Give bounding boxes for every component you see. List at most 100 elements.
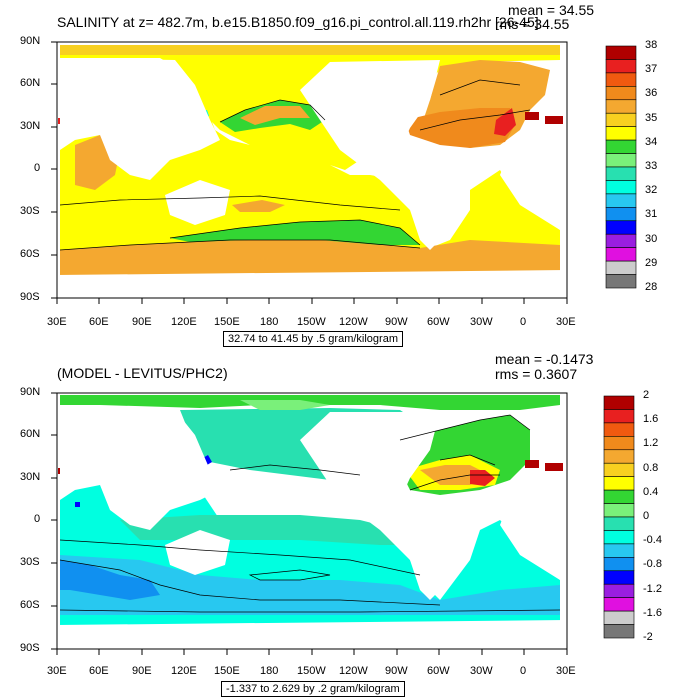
colorbar-swatch [603,543,635,558]
bottom-land-australia [165,530,230,575]
colorbar-label: 28 [645,281,658,293]
colorbar-label: 30 [645,232,658,245]
top-spac-orange [232,200,285,212]
top-lon-label-11: 0 [520,316,527,328]
top-panel-title: SALINITY at z= 482.7m, b.e15.B1850.f09_g… [57,14,539,30]
colorbar-swatch [603,489,635,504]
bottom-panel-mean: mean = -0.1473 [495,351,594,367]
bottom-lon-label-10: 30W [470,665,493,677]
colorbar-swatch [603,476,635,491]
bottom-lon-label-5: 180 [260,665,279,677]
bottom-lon-label-1: 60E [89,665,109,677]
top-npac-orange [240,106,310,125]
top-lon-label-7: 120W [339,316,368,328]
top-lat-label-2: 30N [20,120,41,132]
bottom-lon-label-0: 30E [47,665,67,677]
bottom-land-antarctica [57,620,567,649]
bottom-lat-label-5: 60S [20,599,40,611]
colorbar-swatch [603,462,635,477]
bottom-deep-blue [60,560,160,600]
colorbar-swatch [605,180,637,195]
top-land-antarctica [57,270,567,298]
colorbar-swatch [605,207,637,222]
bottom-lat-label-3: 0 [34,513,41,525]
colorbar-swatch [605,139,637,154]
colorbar-swatch [603,422,635,437]
colorbar-label: -2 [643,631,653,643]
top-lat-label-3: 0 [34,162,41,174]
colorbar-swatch [605,45,637,60]
bottom-panel-rms: rms = 0.3607 [495,366,578,382]
bottom-land-africa [500,475,560,580]
top-lat-label-6: 90S [20,291,40,303]
colorbar-label: 0.8 [643,461,659,474]
colorbar-label: -0.4 [643,534,662,547]
top-lon-label-0: 30E [47,316,67,328]
top-lon-label-9: 60W [427,316,450,328]
bottom-lat-label-6: 90S [20,642,40,654]
top-range-label: 32.74 to 41.45 by .5 gram/kilogram [223,331,403,347]
top-lon-label-3: 120E [171,316,197,328]
bottom-southern-lightblue [60,555,560,615]
top-lon-label-1: 60E [89,316,109,328]
colorbar-swatch [605,72,637,87]
top-lat-label-4: 30S [20,205,40,217]
colorbar-label: 2 [643,389,650,401]
colorbar-label: 0.4 [643,485,659,498]
colorbar-swatch [605,274,637,289]
top-land-africa [500,125,560,230]
colorbar-label: 34 [645,135,658,148]
colorbar-swatch [605,59,637,74]
bottom-lon-label-6: 150W [297,665,326,677]
colorbar-swatch [605,193,637,208]
top-lon-label-4: 150E [214,316,240,328]
bottom-contours [59,414,561,613]
bottom-lon-label-9: 60W [427,665,450,677]
colorbar-swatch [603,449,635,464]
colorbar-swatch [603,395,635,410]
bottom-panel-title: (MODEL - LEVITUS/PHC2) [57,365,228,381]
top-lon-label-5: 180 [260,316,279,328]
top-panel-mean: mean = 34.55 [508,2,595,18]
colorbar-swatch [603,530,635,545]
colorbar-swatch [603,409,635,424]
colorbar-label: 0 [643,510,650,522]
bottom-axis-ticks [51,392,568,655]
top-land-americas [300,60,470,250]
colorbar-label: 1.2 [643,437,659,450]
top-land-eurasia [60,58,220,180]
colorbar-swatch [605,99,637,114]
top-acc-green [170,220,420,245]
top-lon-label-12: 30E [556,316,576,328]
colorbar-swatch [605,247,637,262]
bottom-lon-label-3: 120E [171,665,197,677]
colorbar-swatch [603,436,635,451]
colorbar-swatch [605,86,637,101]
top-med-red [494,108,516,136]
colorbar-swatch [603,583,635,598]
top-land-australia [165,180,230,225]
top-arctic-band [60,45,560,55]
top-lon-label-2: 90E [132,316,152,328]
colorbar-label: 37 [645,63,658,76]
colorbar-label: -1.2 [643,582,662,595]
top-natl-deep-orange [405,108,515,148]
bottom-lat-label-1: 60N [20,428,41,440]
top-lat-label-1: 60N [20,77,41,89]
colorbar-label: 31 [645,208,658,221]
bottom-lon-label-12: 30E [556,665,576,677]
colorbar-label: 1.6 [643,413,659,426]
colorbar-swatch [603,570,635,585]
top-map [56,41,568,299]
bottom-lon-label-4: 150E [214,665,240,677]
bottom-land-eurasia [60,408,220,530]
colorbar-swatch [603,516,635,531]
top-lat-label-5: 60S [20,248,40,260]
colorbar-swatch [603,557,635,572]
bottom-npac-lightgreen [240,400,330,410]
colorbar-swatch [605,112,637,127]
colorbar-label: 29 [645,256,658,269]
colorbar-swatch [605,233,637,248]
colorbar-swatch [605,126,637,141]
